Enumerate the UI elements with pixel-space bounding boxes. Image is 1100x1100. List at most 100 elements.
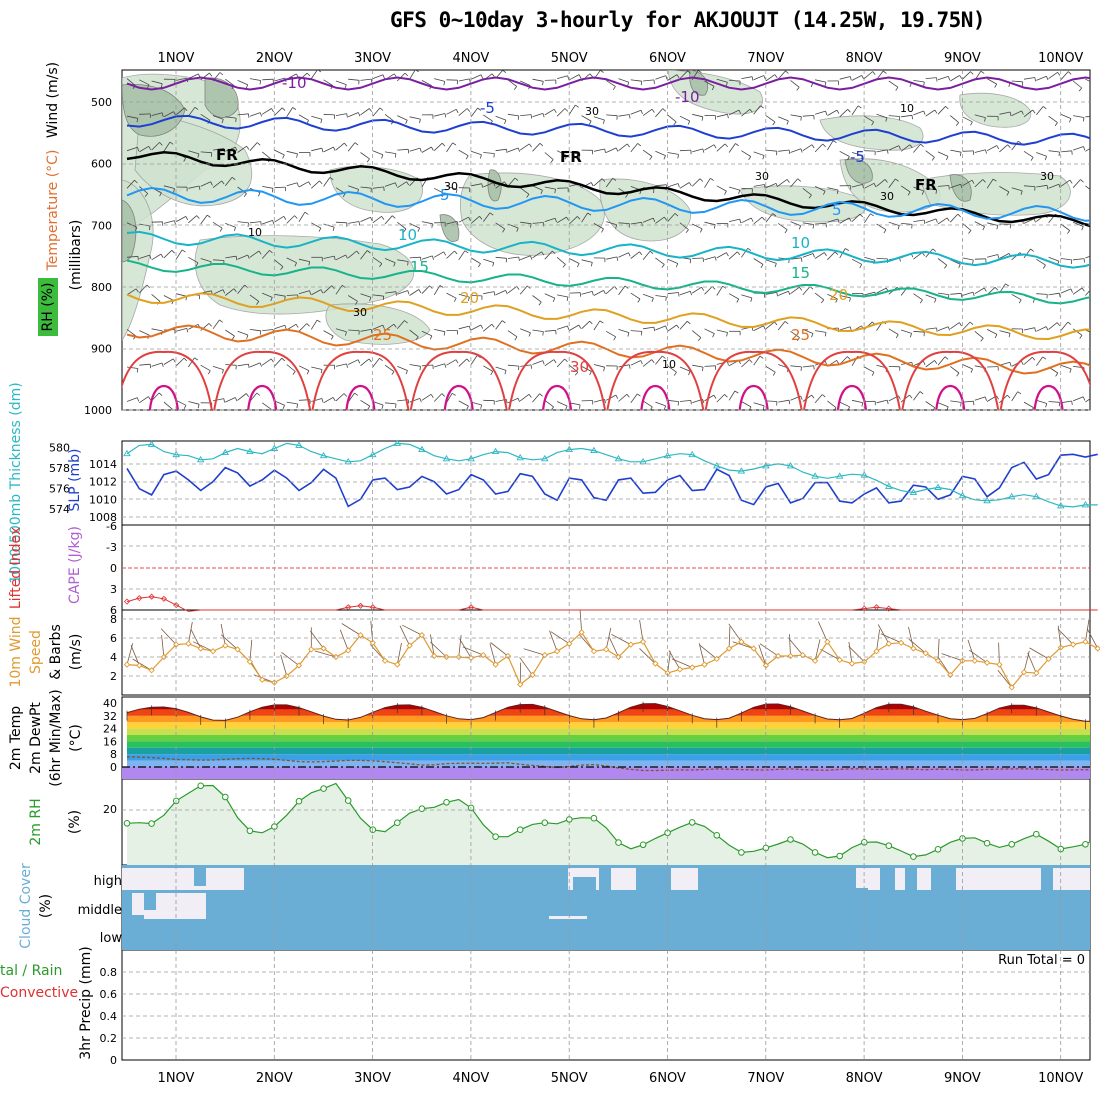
wind-barb [788,400,791,405]
wind-barb [1017,391,1022,395]
wind-barb [261,108,272,115]
wind-barb [986,78,997,85]
wind-barb [482,212,491,222]
wind-barb [679,115,690,122]
wind-barb [557,294,568,298]
wind-barb [443,331,446,336]
wind10-point [713,655,720,663]
wind-barb [704,80,715,87]
wind-barb [642,400,653,408]
wind-barb [579,404,581,409]
wind-barb [335,80,347,85]
wind10-barb [459,638,472,659]
wind-barb [1056,322,1061,327]
wind10-barb [160,628,177,645]
wind-barb [581,366,592,372]
wind-barb [146,84,150,89]
wind-barb [716,143,726,152]
wind-barb [886,149,889,154]
wind-barb [281,107,286,111]
wind-barb [1048,256,1060,262]
wind-barb [674,213,679,217]
temp-tick: 32 [103,710,117,723]
wind-barb [851,75,862,81]
wind-barb [469,326,471,331]
wind-barb [704,286,713,295]
wind-barb [418,289,422,294]
wind-barb [532,393,540,403]
isotherm-label: -5 [850,148,865,166]
wind-barb [753,355,761,366]
wind10-barb [430,641,447,658]
wind-barb [372,215,382,224]
wind-barb [996,225,999,230]
lifted-point [173,602,180,609]
wind-barb [950,213,959,223]
wind-barb [736,298,740,303]
wind-barb [212,180,222,189]
wind-barb [796,86,800,91]
wind-barb [458,78,470,82]
cloud-high-block [636,868,671,890]
wind-barb [1023,356,1033,365]
wind-barb [712,333,715,338]
wind-barb [750,297,753,302]
wind-barb [1011,80,1023,83]
wind-barb [950,149,962,153]
minmax-label: (6hr Min/Max) [48,689,64,786]
wind-barb [357,359,361,364]
wind-barb [542,81,544,86]
wind-barb [593,364,605,368]
wind-barb [689,259,692,264]
wind-barb [704,144,715,151]
wind-barb [801,257,803,262]
wind-barb [679,70,688,79]
wind-barb [341,284,346,288]
wind-barb [962,179,973,187]
wind-barb [827,293,838,300]
wind-barb [455,189,458,194]
wind-barb [605,286,615,295]
wind-barb [800,366,802,371]
thickness-point [295,441,303,448]
wind-barb [532,185,543,191]
thickness-point [762,462,770,469]
isotherm-30 [999,350,1090,410]
wind-barb [136,368,139,373]
cloud-high-block [698,868,868,890]
wind-barb [384,402,397,405]
wind10-point [824,638,831,645]
wind-barb [962,71,971,80]
wind-barb [972,259,974,264]
wind-barb [151,362,163,367]
wind-barb [962,291,974,296]
wind-barb [225,397,236,403]
wind-barb [345,331,347,336]
wind-barb [311,180,320,189]
wind-barb [909,333,912,338]
wind-barb [999,330,1011,334]
wind-barb [458,358,468,367]
isotherm-35 [443,384,474,410]
thickness-point [541,454,549,462]
wind10-point [701,661,708,668]
thickness-tick: 580 [49,442,70,455]
wind-barb [444,113,447,118]
wind-barb [655,257,665,265]
wind-barb [1060,71,1069,81]
pressure-tick: 900 [91,343,112,356]
wind-barb [626,143,630,148]
wind10-barb [848,645,865,663]
wind-barb [504,181,508,186]
wind-barb [691,330,702,338]
wind-barb [495,320,503,330]
wind-barb [790,221,801,227]
wind-barb [851,152,863,156]
wind-barb [735,143,739,147]
wind-barb [520,255,531,261]
wind-barb [895,334,899,339]
wind10-barb [280,654,288,677]
wind-barb [649,250,654,255]
wind-barb [725,82,728,87]
